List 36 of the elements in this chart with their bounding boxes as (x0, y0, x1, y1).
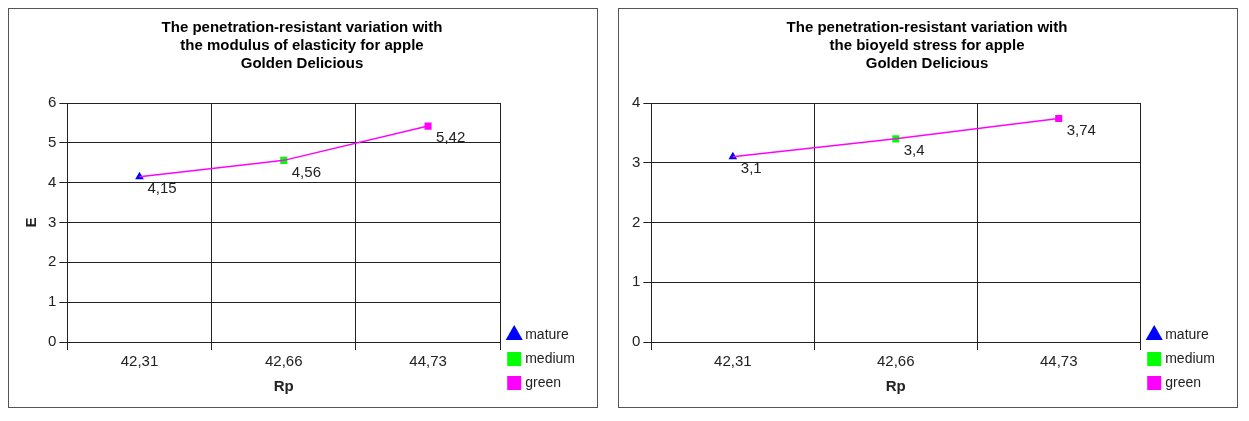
chart-title: The penetration-resistant variation with the bioyeld stress for apple Golden Delicious (786, 18, 1068, 72)
point (424, 122, 432, 130)
legend-label: green (525, 373, 562, 390)
data-label: 3,74 (1066, 120, 1096, 138)
legend-label: mature (525, 325, 569, 342)
x-tick-label: 42,31 (714, 352, 752, 370)
x-tick-label: 44,73 (1039, 352, 1078, 370)
x-axis-title: Rp (273, 377, 294, 395)
legend-label: medium (525, 349, 575, 366)
x-axis-title: Rp (885, 377, 906, 395)
y-tick-label: 0 (632, 332, 641, 350)
y-tick-label: 1 (632, 272, 641, 290)
y-axis-title: E (22, 217, 40, 228)
y-tick-label: 5 (48, 132, 57, 150)
y-tick-label: 4 (48, 172, 57, 190)
data-label: 4,56 (291, 162, 321, 180)
chart-title: The penetration-resistant variation with the modulus of elasticity for apple Golden Delicious (161, 18, 443, 72)
x-tick-label: 42,66 (877, 352, 915, 370)
data-label: 3,4 (903, 140, 925, 158)
y-tick-label: 1 (48, 292, 57, 310)
data-label: 5,42 (436, 128, 466, 146)
legend-label: mature (1165, 325, 1209, 342)
y-tick-label: 2 (48, 252, 57, 270)
data-label: 3,1 (740, 158, 762, 176)
y-tick-label: 0 (48, 332, 57, 350)
x-tick-label: 42,31 (120, 352, 159, 370)
x-tick-label: 42,66 (265, 352, 303, 370)
y-tick-label: 3 (632, 152, 641, 170)
y-tick-label: 4 (632, 93, 641, 111)
data-label: 4,15 (147, 178, 177, 196)
y-tick-label: 6 (48, 93, 57, 111)
y-tick-label: 3 (48, 212, 57, 230)
legend-label: medium (1165, 349, 1215, 366)
legend-label: green (1165, 373, 1202, 390)
y-tick-label: 2 (632, 212, 641, 230)
x-tick-label: 44,73 (409, 352, 447, 370)
